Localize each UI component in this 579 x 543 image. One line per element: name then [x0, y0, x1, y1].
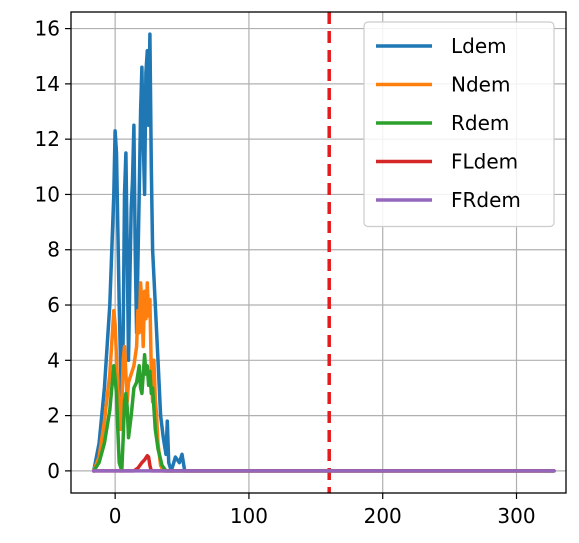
y-tick-label: 14 — [35, 72, 60, 96]
y-tick-label: 4 — [47, 348, 60, 372]
x-tick-label: 200 — [364, 504, 402, 528]
legend-label: Rdem — [451, 111, 509, 135]
y-tick-label: 10 — [35, 182, 60, 206]
y-tick-label: 12 — [35, 127, 60, 151]
legend-label: FLdem — [451, 150, 518, 174]
y-tick-label: 6 — [47, 293, 60, 317]
series-layer — [91, 32, 556, 473]
y-tick-label: 2 — [47, 404, 60, 428]
legend-box — [363, 21, 555, 228]
plot-frame — [70, 11, 567, 494]
axis-ticks: 0 100 200 300 0 2 4 6 8 10 12 14 16 — [35, 17, 536, 528]
x-tick-label: 0 — [109, 504, 122, 528]
legend: Ldem Ndem Rdem FLdem FRdem — [363, 21, 555, 228]
y-tick-label: 16 — [35, 17, 60, 41]
legend-label: Ndem — [451, 73, 510, 97]
legend-label: FRdem — [451, 188, 521, 212]
y-tick-label: 8 — [47, 238, 60, 262]
y-tick-label: 0 — [47, 459, 60, 483]
series-line-rdem — [91, 353, 556, 473]
x-tick-label: 300 — [497, 504, 535, 528]
legend-label: Ldem — [451, 34, 507, 58]
x-tick-label: 100 — [230, 504, 268, 528]
